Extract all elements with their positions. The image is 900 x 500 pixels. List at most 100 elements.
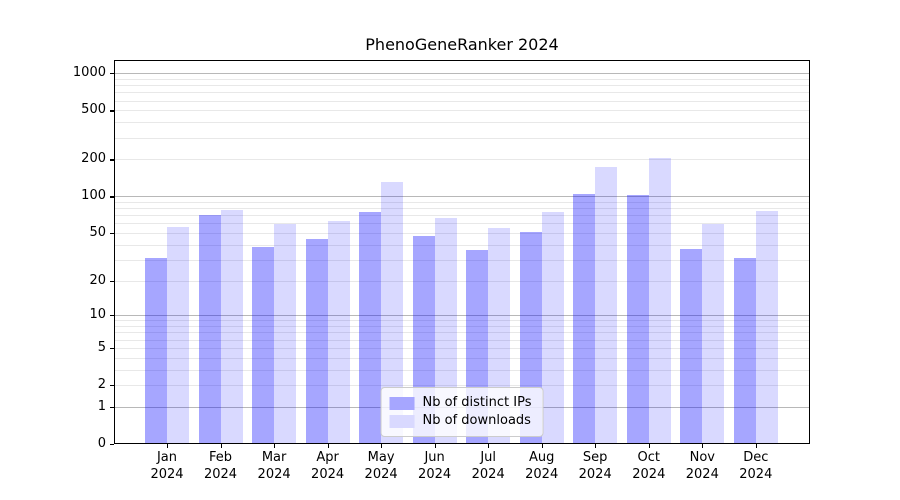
y-tick-label-0: 0 (97, 436, 106, 451)
x-tick-label-may-2024: May 2024 (364, 450, 398, 482)
x-tick-jul-2024 (488, 444, 490, 448)
legend-item-downloads: Nb of downloads (389, 413, 532, 429)
gridline-minor-20 (114, 280, 810, 282)
bar-distinct-ips-jan-2024 (145, 258, 167, 444)
y-tick-label-10: 10 (89, 307, 106, 323)
bar-downloads-aug-2024 (541, 211, 564, 444)
gridline-minor-600 (114, 100, 810, 102)
gridline-minor-70 (114, 215, 810, 217)
bar-downloads-apr-2024 (327, 220, 350, 444)
x-tick-label-oct-2024: Oct 2024 (632, 450, 666, 482)
legend: Nb of distinct IPs Nb of downloads (380, 387, 544, 437)
gridline-minor-300 (114, 137, 810, 139)
y-tick-label-50: 50 (89, 225, 106, 240)
x-tick-nov-2024 (702, 444, 704, 448)
y-tick-label-20: 20 (89, 272, 106, 288)
gridline-minor-9 (114, 320, 810, 322)
bar-downloads-dec-2024 (755, 210, 778, 444)
gridline-major-1000 (114, 73, 810, 75)
legend-swatch-distinct-ips (389, 396, 415, 410)
y-tick-200 (110, 159, 114, 161)
y-tick-10 (110, 315, 114, 317)
x-tick-label-mar-2024: Mar 2024 (257, 450, 291, 482)
bar-distinct-ips-nov-2024 (680, 248, 703, 444)
x-tick-sep-2024 (595, 444, 597, 448)
bar-distinct-ips-feb-2024 (198, 215, 221, 444)
gridline-minor-800 (114, 85, 810, 87)
bar-distinct-ips-may-2024 (359, 211, 382, 444)
x-tick-dec-2024 (755, 444, 757, 448)
bar-downloads-sep-2024 (595, 166, 618, 444)
gridline-minor-200 (114, 159, 810, 161)
bar-downloads-feb-2024 (220, 209, 243, 444)
x-tick-label-aug-2024: Aug 2024 (525, 450, 559, 482)
x-tick-apr-2024 (327, 444, 329, 448)
gridline-major-10 (114, 315, 810, 317)
plot-area: Nb of distinct IPs Nb of downloads (114, 60, 810, 444)
bar-downloads-nov-2024 (702, 224, 725, 444)
gridline-minor-80 (114, 208, 810, 210)
chart-title: PhenoGeneRanker 2024 (365, 35, 559, 54)
gridline-minor-7 (114, 332, 810, 334)
x-tick-label-jul-2024: Jul 2024 (471, 450, 505, 482)
x-tick-label-sep-2024: Sep 2024 (578, 450, 612, 482)
x-tick-label-jun-2024: Jun 2024 (418, 450, 452, 482)
y-tick-1 (110, 406, 114, 408)
gridline-minor-40 (114, 244, 810, 246)
x-tick-label-dec-2024: Dec 2024 (739, 450, 773, 482)
y-tick-label-2: 2 (97, 377, 106, 393)
x-tick-feb-2024 (220, 444, 222, 448)
gridline-minor-400 (114, 122, 810, 124)
y-tick-0 (110, 444, 114, 446)
y-tick-5 (110, 347, 114, 350)
legend-label-downloads: Nb of downloads (422, 413, 531, 428)
bar-distinct-ips-mar-2024 (252, 247, 275, 444)
x-tick-label-jan-2024: Jan 2024 (150, 450, 184, 482)
y-tick-label-1: 1 (97, 398, 106, 414)
x-tick-aug-2024 (541, 444, 543, 448)
y-tick-50 (110, 233, 114, 235)
gridline-minor-900 (114, 78, 810, 80)
y-tick-500 (110, 110, 114, 112)
gridline-minor-500 (114, 110, 810, 112)
gridline-minor-4 (114, 357, 810, 359)
bar-distinct-ips-apr-2024 (305, 238, 328, 444)
y-tick-label-500: 500 (81, 102, 106, 118)
y-tick-label-100: 100 (81, 188, 106, 204)
x-tick-jun-2024 (434, 444, 436, 448)
legend-item-distinct-ips: Nb of distinct IPs (389, 395, 532, 411)
gridline-minor-3 (114, 369, 810, 371)
bar-distinct-ips-sep-2024 (573, 193, 596, 444)
gridline-minor-6 (114, 339, 810, 341)
x-tick-may-2024 (381, 444, 383, 448)
bar-downloads-oct-2024 (648, 158, 671, 444)
gridline-minor-5 (114, 347, 810, 349)
bar-downloads-may-2024 (381, 182, 404, 444)
bar-distinct-ips-dec-2024 (733, 258, 756, 444)
x-tick-label-nov-2024: Nov 2024 (685, 450, 719, 482)
gridline-major-100 (114, 196, 810, 198)
bar-distinct-ips-oct-2024 (626, 194, 649, 444)
gridline-minor-60 (114, 223, 810, 225)
gridline-minor-30 (114, 259, 810, 261)
x-tick-jan-2024 (167, 444, 169, 448)
y-tick-2 (110, 385, 114, 387)
x-tick-oct-2024 (648, 444, 650, 448)
legend-swatch-downloads (389, 414, 415, 428)
y-tick-label-5: 5 (97, 339, 106, 355)
y-tick-label-200: 200 (81, 151, 106, 167)
x-tick-label-apr-2024: Apr 2024 (311, 450, 345, 482)
gridline-minor-700 (114, 92, 810, 94)
x-tick-mar-2024 (274, 444, 276, 448)
y-tick-1000 (110, 73, 114, 75)
bar-downloads-jan-2024 (167, 227, 189, 444)
x-tick-label-feb-2024: Feb 2024 (203, 450, 238, 482)
gridline-minor-50 (114, 233, 810, 234)
gridline-minor-2 (114, 385, 810, 387)
gridline-minor-90 (114, 202, 810, 203)
legend-label-distinct-ips: Nb of distinct IPs (422, 395, 532, 410)
y-tick-100 (110, 196, 114, 198)
y-tick-label-1000: 1000 (72, 65, 106, 81)
bar-downloads-mar-2024 (274, 224, 297, 444)
